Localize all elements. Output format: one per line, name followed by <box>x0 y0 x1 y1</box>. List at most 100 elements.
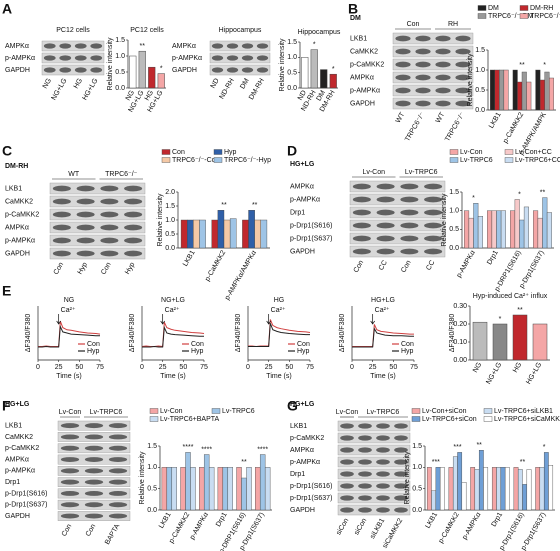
bar <box>320 69 328 89</box>
y-axis-label: Relative intensity <box>107 37 114 90</box>
y-tick-label: 1.0 <box>412 464 422 471</box>
band <box>211 67 224 73</box>
lane-label: Con <box>53 261 66 276</box>
band <box>84 513 104 519</box>
panel-label: G <box>287 398 298 414</box>
band <box>395 61 411 68</box>
bar <box>491 467 497 511</box>
trace <box>38 320 101 347</box>
band <box>108 479 128 485</box>
row-label: p-CaMKK2 <box>5 211 39 218</box>
bar <box>208 467 215 511</box>
y-tick-label: 0.0 <box>165 245 175 252</box>
band <box>100 198 119 205</box>
x-tick-label: 50 <box>179 364 187 371</box>
bar <box>496 210 502 249</box>
significance: ** <box>221 202 227 209</box>
band <box>395 100 411 107</box>
row-label: AMPKα <box>350 74 374 81</box>
band <box>211 43 224 49</box>
band <box>424 222 443 229</box>
band <box>241 67 254 73</box>
band <box>455 100 471 107</box>
row-label: p-Drp1(S637) <box>290 235 332 242</box>
blot-band <box>209 40 271 52</box>
y-tick-label: 0.10 <box>453 339 467 346</box>
row-label: p-AMPKα <box>5 237 35 244</box>
trace <box>38 324 100 348</box>
chart-title: HG+LG <box>371 297 395 304</box>
bar <box>236 467 242 511</box>
y-axis-label: Relative intensity <box>441 193 448 246</box>
x-tick-label: NG <box>472 361 483 374</box>
blot-band <box>41 40 105 52</box>
x-tick-label: Drp1 <box>486 249 500 266</box>
bar <box>523 206 529 249</box>
bar <box>537 217 543 249</box>
y-tick-label: 0.5 <box>165 231 175 238</box>
legend-label: Lv-TRPC6+BAPTA <box>160 416 220 423</box>
bar <box>180 219 188 249</box>
blot-title: DM-RH <box>5 163 28 170</box>
bar <box>496 467 502 511</box>
lane-label: CC <box>425 259 436 271</box>
y-tick-label: 1.0 <box>147 464 157 471</box>
band <box>226 67 239 73</box>
panel-label: A <box>2 1 12 17</box>
bar <box>254 467 261 511</box>
blot-band <box>392 45 474 58</box>
legend-swatch <box>213 157 223 163</box>
bar <box>461 482 467 511</box>
x-tick-label: 25 <box>265 364 273 371</box>
group-label: TRPC6⁻/⁻ <box>105 171 138 178</box>
x-tick-label: Drp1 <box>215 511 229 528</box>
band <box>376 483 390 489</box>
row-label: GAPDH <box>350 100 375 107</box>
band <box>84 468 104 474</box>
x-tick-label: 0 <box>246 364 250 371</box>
bar <box>229 218 237 249</box>
band <box>226 55 239 61</box>
legend-label: TRPC6⁻/⁻-Con <box>172 157 220 164</box>
band <box>76 224 95 231</box>
bar <box>180 467 186 511</box>
band <box>108 445 128 451</box>
bar <box>448 467 454 511</box>
band <box>395 74 411 81</box>
band <box>435 35 451 42</box>
x-tick-label: HG+LG <box>525 361 543 385</box>
y-tick-label: 0.5 <box>147 486 157 493</box>
band <box>376 248 395 255</box>
legend-swatch <box>477 13 487 19</box>
band <box>352 209 371 216</box>
bar <box>504 467 510 511</box>
legend-label: Hyp <box>87 348 100 355</box>
band <box>241 43 254 49</box>
x-tick-label: p-AMPKα <box>189 511 210 541</box>
group-label: Lv-TRPC6 <box>405 169 438 176</box>
legend-swatch <box>449 157 459 163</box>
band <box>352 248 371 255</box>
band <box>358 483 372 489</box>
x-tick-label: 75 <box>306 364 314 371</box>
y-tick-label: 0.0 <box>147 507 157 514</box>
blot-band <box>392 84 474 97</box>
legend-label: Hyp <box>224 149 237 156</box>
y-tick-label: 0.0 <box>287 85 297 92</box>
bar <box>494 69 500 111</box>
y-tick-label: 0.20 <box>453 321 467 328</box>
band <box>256 43 269 49</box>
x-tick-label: LKB1 <box>158 511 173 529</box>
trace <box>248 323 310 347</box>
y-tick-label: 2.0 <box>165 189 175 196</box>
band <box>376 459 390 465</box>
significance: ** <box>476 442 482 449</box>
x-tick-label: p-CaMKK2 <box>502 111 525 144</box>
blot-band <box>209 64 271 76</box>
x-tick-label: p-AMPKα <box>461 511 482 541</box>
band <box>52 211 71 218</box>
significance: ** <box>517 307 523 314</box>
bar <box>464 210 470 249</box>
row-label: Drp1 <box>290 209 305 216</box>
x-tick-label: LKB1 <box>425 511 440 529</box>
